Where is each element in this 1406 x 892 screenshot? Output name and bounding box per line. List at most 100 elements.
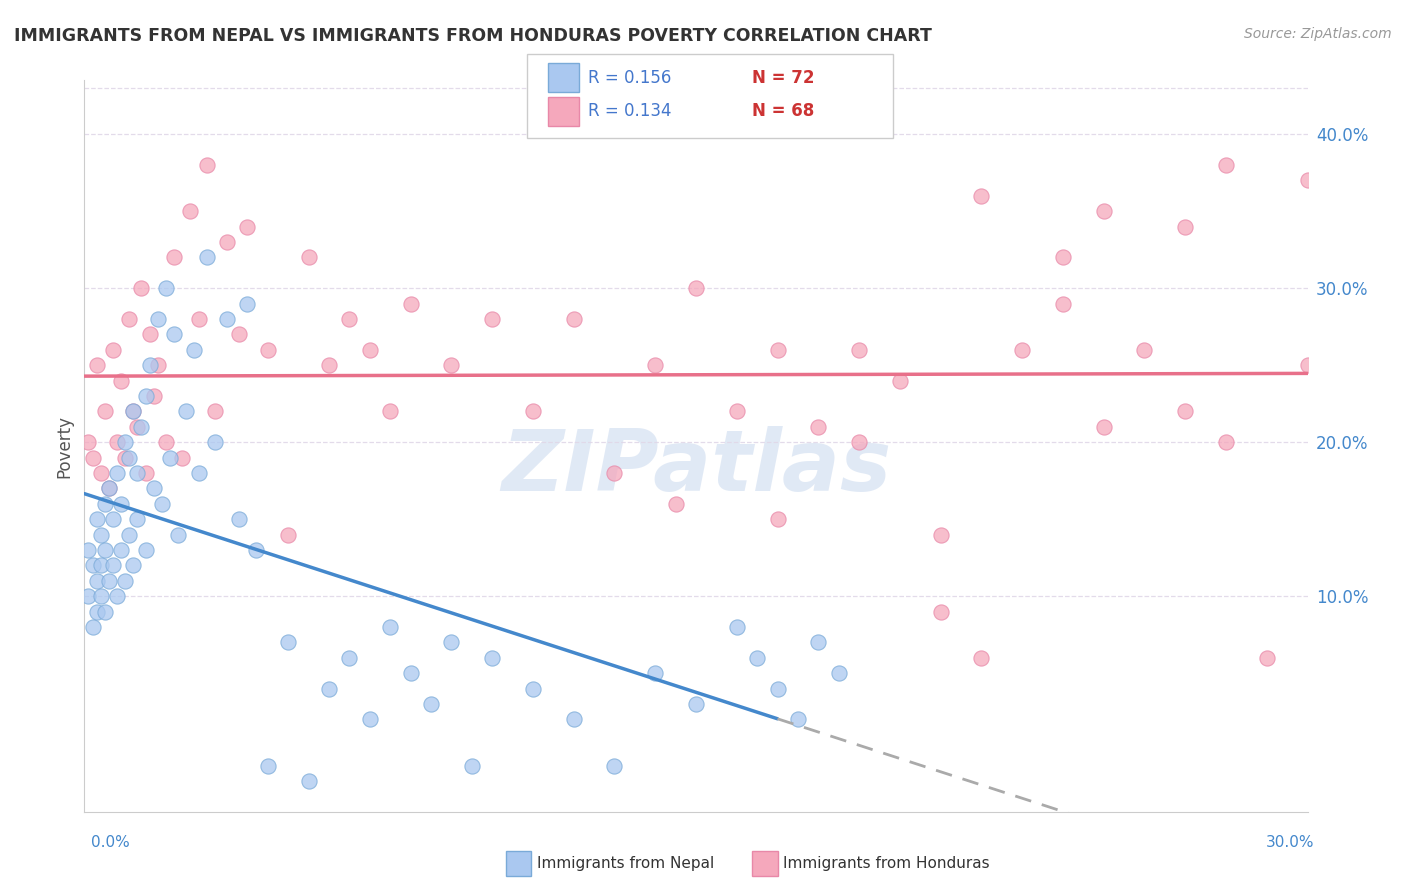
Point [420, 697, 443, 711]
Point [1174, 219, 1197, 234]
Point [644, 358, 666, 372]
Text: Immigrants from Nepal: Immigrants from Nepal [537, 856, 714, 871]
Point [97, 481, 120, 495]
Point [644, 666, 666, 681]
Point [101, 343, 124, 357]
Point [146, 358, 169, 372]
Point [380, 404, 402, 418]
Point [82, 558, 104, 573]
Text: 30.0%: 30.0% [1267, 835, 1315, 849]
Point [603, 466, 626, 480]
Point [90, 466, 112, 480]
Point [747, 650, 769, 665]
Point [138, 327, 160, 342]
Point [159, 450, 181, 465]
Point [339, 650, 361, 665]
Point [217, 312, 239, 326]
Point [970, 188, 993, 202]
Point [142, 389, 165, 403]
Point [110, 543, 132, 558]
Point [155, 281, 177, 295]
Point [131, 281, 153, 295]
Point [848, 435, 870, 450]
Point [135, 389, 157, 403]
Text: N = 72: N = 72 [752, 69, 814, 87]
Point [665, 497, 688, 511]
Point [1052, 251, 1074, 265]
Point [146, 312, 169, 326]
Point [562, 312, 585, 326]
Point [174, 404, 197, 418]
Point [105, 466, 128, 480]
Point [1052, 296, 1074, 310]
Point [725, 620, 748, 634]
Text: Source: ZipAtlas.com: Source: ZipAtlas.com [1244, 27, 1392, 41]
Point [339, 312, 361, 326]
Point [848, 343, 870, 357]
Point [603, 758, 626, 772]
Point [93, 404, 115, 418]
Point [90, 527, 112, 541]
Point [1092, 204, 1115, 219]
Text: 0.0%: 0.0% [91, 835, 131, 849]
Point [163, 327, 186, 342]
Point [167, 527, 190, 541]
Point [787, 712, 810, 726]
Point [82, 450, 104, 465]
Point [685, 281, 707, 295]
Point [228, 512, 250, 526]
Point [93, 543, 115, 558]
Point [138, 358, 160, 372]
Point [889, 374, 911, 388]
Point [970, 650, 993, 665]
Point [1011, 343, 1033, 357]
Point [93, 497, 115, 511]
Point [1215, 435, 1237, 450]
Point [236, 219, 259, 234]
Point [1256, 650, 1278, 665]
Point [135, 543, 157, 558]
Point [481, 312, 503, 326]
Text: ZIPatlas: ZIPatlas [501, 426, 891, 509]
Point [122, 558, 145, 573]
Point [155, 435, 177, 450]
Point [118, 527, 141, 541]
Point [195, 158, 218, 172]
Point [127, 466, 149, 480]
Point [807, 635, 830, 649]
Point [135, 466, 157, 480]
Point [142, 481, 165, 495]
Point [440, 358, 463, 372]
Point [359, 343, 381, 357]
Point [318, 681, 340, 696]
Point [150, 497, 173, 511]
Point [110, 497, 132, 511]
Point [110, 374, 132, 388]
Point [118, 450, 141, 465]
Point [929, 527, 952, 541]
Point [257, 758, 280, 772]
Point [86, 574, 108, 588]
Point [399, 296, 422, 310]
Point [236, 296, 259, 310]
Point [122, 404, 145, 418]
Point [179, 204, 201, 219]
Text: IMMIGRANTS FROM NEPAL VS IMMIGRANTS FROM HONDURAS POVERTY CORRELATION CHART: IMMIGRANTS FROM NEPAL VS IMMIGRANTS FROM… [14, 27, 932, 45]
Point [163, 251, 186, 265]
Point [1133, 343, 1156, 357]
Point [522, 681, 544, 696]
Point [101, 512, 124, 526]
Point [1174, 404, 1197, 418]
Point [86, 605, 108, 619]
Point [86, 512, 108, 526]
Point [114, 435, 136, 450]
Y-axis label: Poverty: Poverty [55, 415, 73, 477]
Point [114, 450, 136, 465]
Point [93, 605, 115, 619]
Point [359, 712, 381, 726]
Point [298, 773, 321, 788]
Point [105, 589, 128, 603]
Point [1296, 358, 1319, 372]
Point [82, 620, 104, 634]
Point [1296, 173, 1319, 187]
